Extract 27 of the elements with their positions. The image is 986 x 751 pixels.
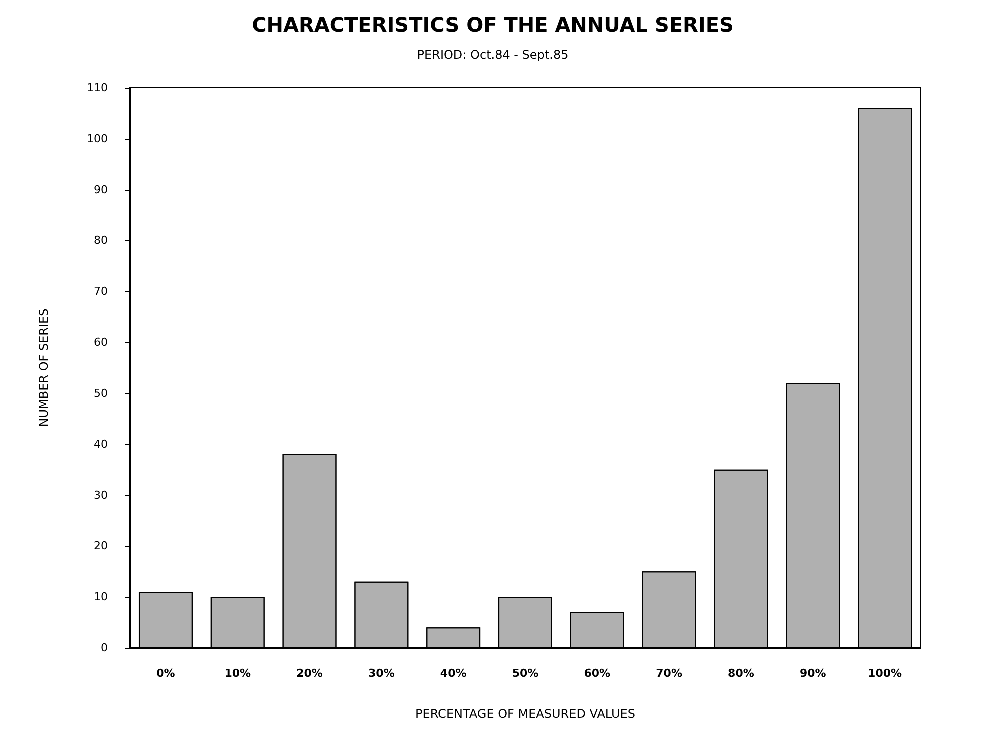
y-tick-label: 80 [94,234,108,248]
x-tick-label: 60% [584,667,611,680]
y-tick-label: 100 [87,132,108,146]
y-tick-label: 110 [87,82,108,94]
x-tick-label: 10% [224,667,252,680]
x-tick-label: 80% [728,667,754,680]
x-tick-label: 90% [800,667,826,680]
x-tick-label: 0% [156,667,176,680]
y-tick-label: 70 [94,285,108,298]
x-tick-label: 100% [868,667,902,680]
y-tick-label: 20 [94,540,108,553]
y-tick-label: 10 [94,590,108,604]
y-tick-label: 90 [94,183,108,196]
x-tick-label: 30% [368,667,395,680]
y-tick-label: 30 [94,488,108,502]
y-axis-title: NUMBER OF SERIES [37,308,51,428]
y-tick-label: 60 [94,336,108,350]
chart-subtitle: PERIOD: Oct.84 - Sept.85 [417,48,569,62]
x-tick-label: 50% [512,667,539,680]
y-tick-label: 50 [94,386,108,400]
x-tick-label: 70% [656,667,682,680]
y-tick-label: 0 [101,642,108,654]
y-tick-label: 40 [94,438,108,451]
x-axis-title: PERCENTAGE OF MEASURED VALUES [416,707,636,721]
x-tick-label: 40% [440,667,467,680]
x-tick-label: 20% [296,667,323,680]
chart-title: CHARACTERISTICS OF THE ANNUAL SERIES [252,13,734,37]
